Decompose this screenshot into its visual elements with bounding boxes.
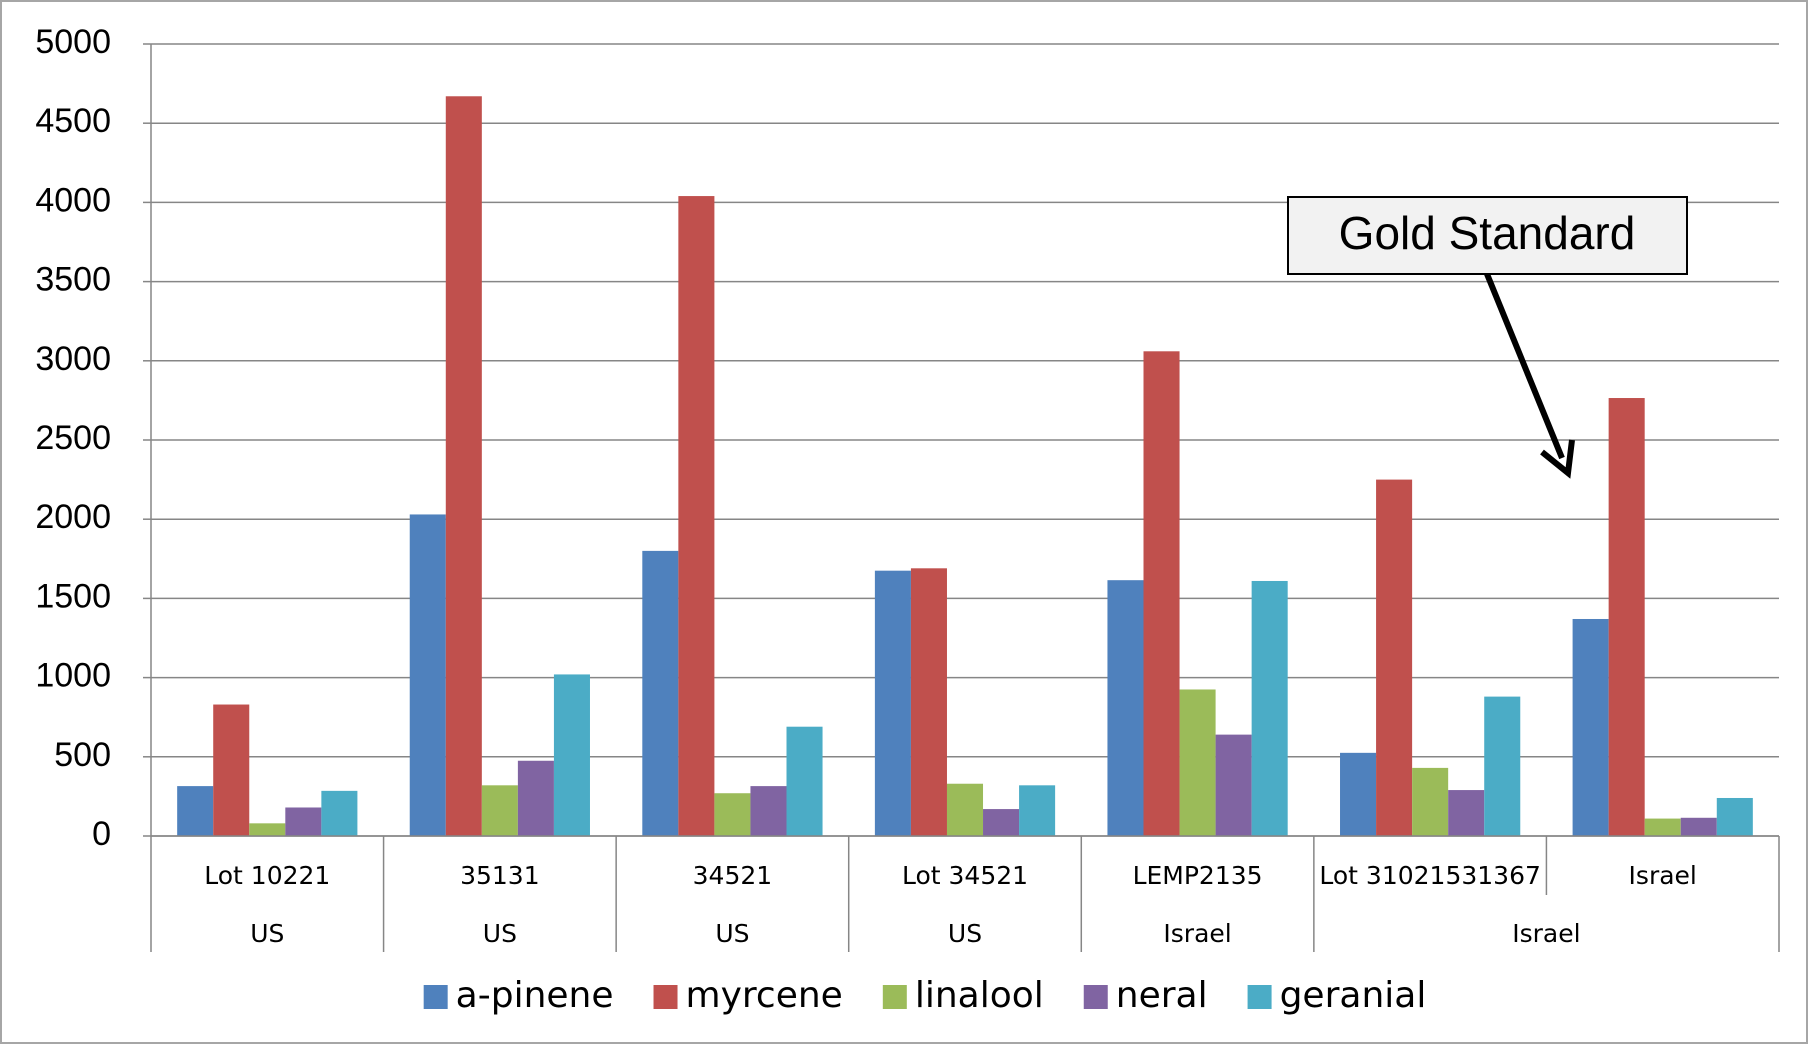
legend-label: linalool [915,975,1044,1016]
bar [409,514,446,836]
group-label: US [948,919,982,948]
y-tick-label: 1500 [35,577,111,615]
bar [213,704,250,836]
annotation-text: Gold Standard [1339,207,1636,259]
x-tick-label: LEMP2135 [1133,861,1263,890]
bar [678,196,715,837]
x-tick-label: Lot 10221 [204,861,330,890]
bar [1215,734,1252,836]
y-tick-label: 0 [92,815,111,853]
bar [1484,696,1521,836]
bar [321,790,358,836]
annotation-arrowhead [1540,439,1575,479]
bar [285,807,322,836]
group-label: US [250,919,284,948]
legend-label: geranial [1280,975,1427,1016]
bar [786,726,823,836]
bar [642,550,679,836]
bar [1019,785,1056,836]
legend-label: neral [1116,975,1208,1016]
bar [714,793,751,836]
bar [874,570,911,836]
bar [1644,818,1681,836]
bar [1143,351,1180,836]
bar [1376,479,1413,836]
bar [1608,398,1645,836]
y-tick-label: 3000 [35,340,111,378]
bar [1412,767,1449,836]
bar [553,674,590,836]
legend-swatch [882,985,907,1009]
x-tick-label: 35131 [460,861,540,890]
bar [249,823,286,836]
group-label: Israel [1163,919,1231,948]
y-tick-label: 3500 [35,261,111,299]
bar [1251,580,1288,836]
annotation-arrow [1484,272,1565,460]
bar [517,760,554,836]
y-tick-label: 500 [54,736,111,774]
annotation: Gold Standard [1287,196,1688,479]
bar [910,568,947,836]
bar [1107,580,1144,836]
bar [1179,689,1216,836]
annotation-box [1287,196,1688,275]
legend-swatch [653,985,678,1009]
x-tick-label: Lot 34521 [902,861,1028,890]
group-label: US [483,919,517,948]
y-tick-label: 4000 [35,181,111,219]
legend-label: myrcene [686,975,843,1016]
bar [1572,618,1609,836]
bar [1448,790,1485,836]
legend-label: a-pinene [456,975,614,1016]
y-tick-label: 1000 [35,657,111,695]
bar [750,786,787,836]
bar [983,809,1020,836]
x-tick-label: Israel [1629,861,1697,890]
bar [946,783,984,836]
y-tick-label: 2500 [35,419,111,457]
x-tick-label: Lot 31021531367 [1319,861,1541,890]
bar [177,786,214,836]
legend-swatch [1247,985,1272,1009]
y-tick-label: 2000 [35,498,111,536]
y-tick-label: 4500 [35,102,111,140]
group-label: US [715,919,749,948]
bar [1680,817,1717,836]
bar [1340,752,1377,836]
legend-swatch [1083,985,1108,1009]
x-tick-label: 34521 [693,861,773,890]
legend-swatch [423,985,448,1009]
bar [1716,797,1753,836]
bar [445,96,482,837]
group-label: Israel [1512,919,1580,948]
y-tick-label: 5000 [35,23,111,61]
bar [481,785,518,836]
